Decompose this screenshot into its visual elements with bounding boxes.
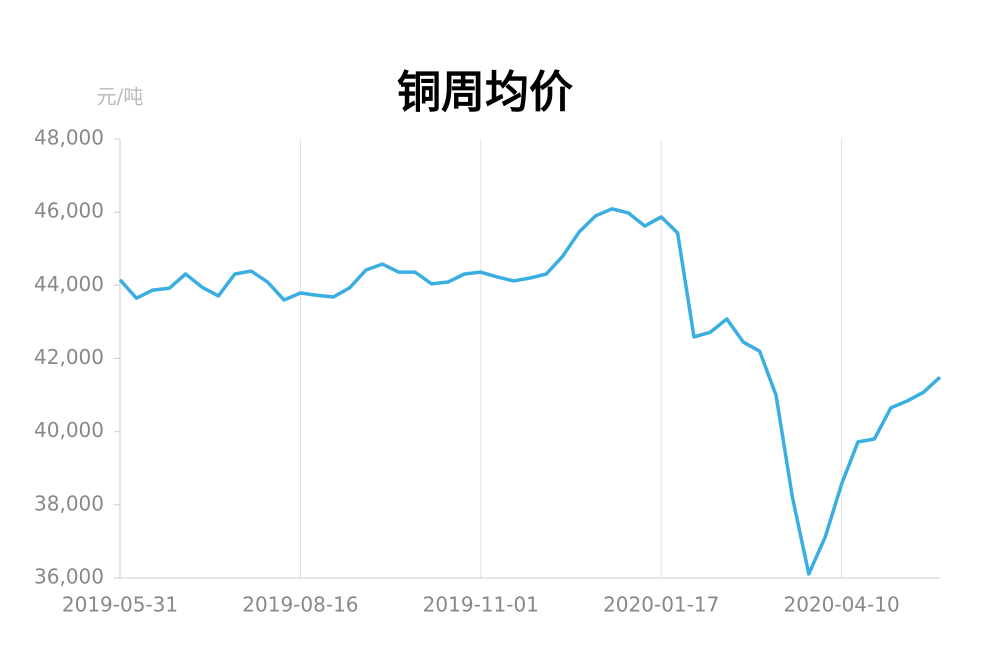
y-tick-label: 36,000	[34, 565, 104, 589]
y-axis-unit: 元/吨	[97, 85, 144, 109]
x-tick-label: 2019-08-16	[242, 593, 358, 617]
y-tick-label: 40,000	[34, 418, 104, 442]
x-tick-label: 2020-01-17	[603, 593, 719, 617]
x-tick-label: 2019-11-01	[423, 593, 539, 617]
chart-title: 铜周均价	[397, 67, 573, 118]
y-tick-label: 44,000	[34, 272, 104, 296]
y-tick-label: 38,000	[34, 491, 104, 515]
x-tick-label: 2019-05-31	[62, 593, 178, 617]
y-tick-label: 42,000	[34, 345, 104, 369]
y-tick-label: 46,000	[34, 199, 104, 223]
data-line	[118, 207, 942, 576]
x-tick-label: 2020-04-10	[783, 593, 899, 617]
y-tick-label: 48,000	[34, 126, 104, 150]
